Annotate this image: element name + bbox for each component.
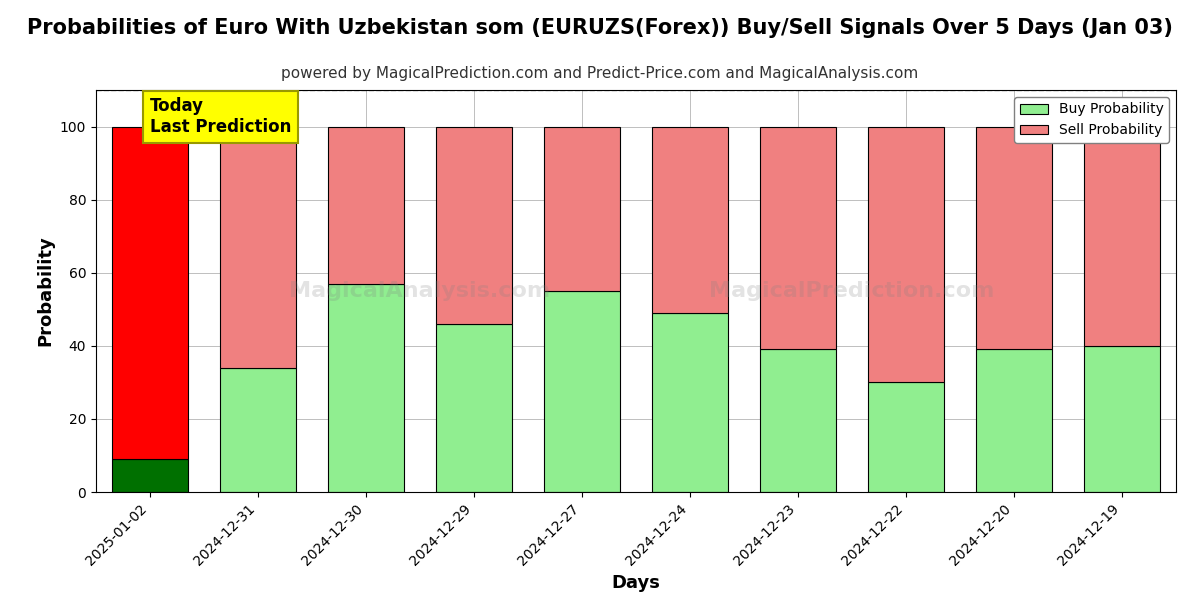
Bar [653, 313, 728, 492]
Bar [329, 127, 403, 284]
Bar [545, 127, 619, 291]
Legend: Buy Probability, Sell Probability: Buy Probability, Sell Probability [1014, 97, 1169, 143]
Bar [977, 349, 1051, 492]
Bar [113, 127, 188, 459]
Text: Today
Last Prediction: Today Last Prediction [150, 97, 292, 136]
Bar [545, 291, 619, 492]
Bar [869, 382, 944, 492]
Bar [653, 127, 728, 313]
Bar [221, 368, 296, 492]
Bar [761, 127, 836, 349]
X-axis label: Days: Days [612, 574, 660, 592]
Text: Probabilities of Euro With Uzbekistan som (EURUZS(Forex)) Buy/Sell Signals Over : Probabilities of Euro With Uzbekistan so… [28, 18, 1172, 38]
Bar [437, 324, 511, 492]
Y-axis label: Probability: Probability [36, 236, 54, 346]
Text: MagicalPrediction.com: MagicalPrediction.com [709, 281, 995, 301]
Text: MagicalAnalysis.com: MagicalAnalysis.com [289, 281, 551, 301]
Text: powered by MagicalPrediction.com and Predict-Price.com and MagicalAnalysis.com: powered by MagicalPrediction.com and Pre… [281, 66, 919, 81]
Bar [869, 127, 944, 382]
Bar [221, 127, 296, 368]
Bar [113, 459, 188, 492]
Bar [977, 127, 1051, 349]
Bar [1085, 346, 1159, 492]
Bar [437, 127, 511, 324]
Bar [1085, 127, 1159, 346]
Bar [329, 284, 403, 492]
Bar [761, 349, 836, 492]
